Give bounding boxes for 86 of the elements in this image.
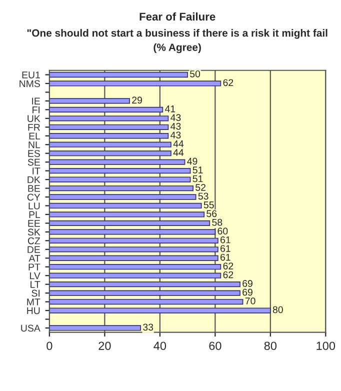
y-tick-label: NL <box>28 141 40 148</box>
y-tick-label: NMS <box>20 80 40 88</box>
y-tick-label: FI <box>32 106 40 114</box>
bar <box>49 220 210 226</box>
data-label: 58 <box>212 218 222 226</box>
data-label: 60 <box>218 228 228 235</box>
y-tick-label: EU1 <box>22 72 40 78</box>
bar <box>49 246 218 252</box>
bar <box>49 159 186 165</box>
y-tick-label: MT <box>27 298 40 306</box>
x-tick-label: 20 <box>98 342 111 350</box>
data-label: 56 <box>206 210 217 218</box>
y-tick-label: EL <box>29 132 40 140</box>
bar <box>49 150 172 156</box>
data-label: 62 <box>223 262 234 270</box>
chart-subtitle: "One should not start a business if there is a risk it might fail (% Agree) <box>27 29 328 54</box>
bar <box>49 72 188 78</box>
data-label: 29 <box>132 96 142 104</box>
y-tick-label: IE <box>32 98 40 104</box>
bar <box>49 194 196 200</box>
bar <box>49 80 222 86</box>
data-label: 61 <box>220 236 230 244</box>
data-label: 44 <box>173 140 184 148</box>
x-tick-label: 0 <box>46 342 52 350</box>
y-tick-label: DE <box>28 246 40 253</box>
data-label: 61 <box>220 245 230 252</box>
data-label: 51 <box>192 166 203 174</box>
y-tick-label: LU <box>28 202 40 210</box>
data-label: 62 <box>223 79 234 86</box>
bar <box>49 229 216 235</box>
data-label: 51 <box>192 175 203 182</box>
bar <box>49 238 218 244</box>
y-tick-label: PL <box>29 211 40 218</box>
bar <box>49 142 172 148</box>
data-label: 43 <box>170 132 181 138</box>
data-label: 52 <box>196 184 206 191</box>
y-tick-label: IT <box>32 168 40 174</box>
x-tick-label: 100 <box>316 342 336 350</box>
y-tick-label: BE <box>28 185 40 192</box>
y-tick-label: LT <box>30 281 40 288</box>
y-tick-label: HU <box>27 307 40 314</box>
data-label: 62 <box>223 271 234 278</box>
y-tick-label: FR <box>28 124 40 131</box>
chart-title: Fear of Failure <box>140 12 216 21</box>
y-tick-label: USA <box>21 324 40 332</box>
y-tick-label: AT <box>28 254 40 262</box>
data-label: 53 <box>198 192 208 200</box>
bar <box>49 212 205 218</box>
data-label: 69 <box>242 288 252 296</box>
data-label: 55 <box>204 202 214 208</box>
data-label: 70 <box>245 298 256 304</box>
y-tick-label: PT <box>28 264 40 270</box>
bar <box>49 168 191 174</box>
bar <box>49 202 202 209</box>
data-label: 43 <box>170 114 181 122</box>
data-label: 49 <box>187 158 198 165</box>
data-label: 33 <box>143 324 154 331</box>
bar <box>49 325 142 331</box>
y-tick-label: DK <box>28 176 40 184</box>
bar <box>49 290 240 296</box>
y-tick-label: SE <box>28 158 40 166</box>
bar <box>49 98 130 104</box>
data-label: 61 <box>220 254 230 261</box>
y-tick-label: LV <box>30 272 40 280</box>
x-tick-label: 40 <box>154 342 166 350</box>
data-label: 41 <box>165 106 176 112</box>
bar <box>49 282 240 288</box>
data-label: 50 <box>190 70 200 78</box>
bar <box>49 176 191 182</box>
bar <box>49 255 218 261</box>
x-tick-label: 80 <box>264 342 277 350</box>
y-tick-label: UK <box>28 115 40 122</box>
data-label: 44 <box>173 149 184 156</box>
y-tick-label: SK <box>28 228 40 236</box>
y-tick-label: SI <box>32 290 40 297</box>
bar <box>49 185 194 192</box>
x-tick-label: 60 <box>209 342 222 350</box>
bar <box>49 116 169 122</box>
y-tick-label: CZ <box>28 237 40 244</box>
y-tick-label: ES <box>28 150 40 157</box>
y-tick-label: EE <box>28 220 40 227</box>
data-label: 80 <box>272 306 283 314</box>
bar <box>49 308 271 314</box>
data-label: 69 <box>242 280 252 287</box>
data-label: 43 <box>170 122 181 130</box>
y-tick-label: CY <box>27 194 40 201</box>
